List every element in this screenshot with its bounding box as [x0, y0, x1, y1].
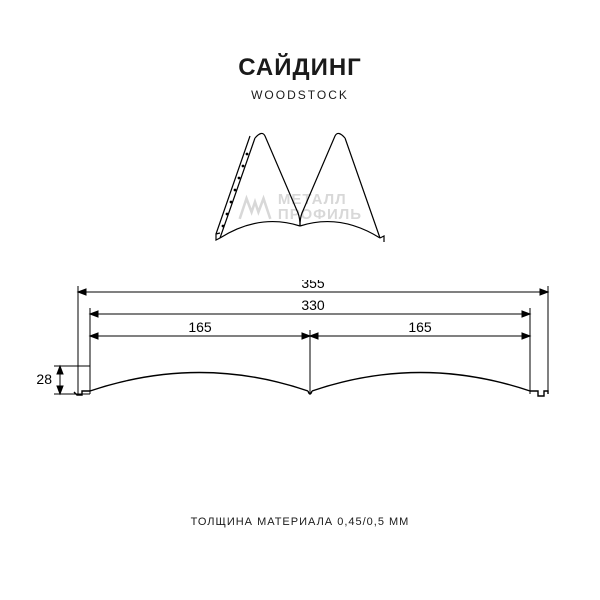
dim-height: 28	[36, 371, 52, 387]
dim-working-width: 330	[301, 297, 325, 313]
dim-half-right: 165	[408, 319, 432, 335]
product-title: САЙДИНГ	[0, 54, 600, 82]
isometric-view	[150, 118, 450, 258]
dim-overall-width: 355	[301, 280, 325, 291]
cross-section-view: 355 330 165 165 28	[30, 280, 570, 440]
thickness-label: ТОЛЩИНА МАТЕРИАЛА 0,45/0,5 ММ	[0, 516, 600, 528]
product-subtitle: WOODSTOCK	[0, 88, 600, 102]
dim-half-left: 165	[188, 319, 212, 335]
